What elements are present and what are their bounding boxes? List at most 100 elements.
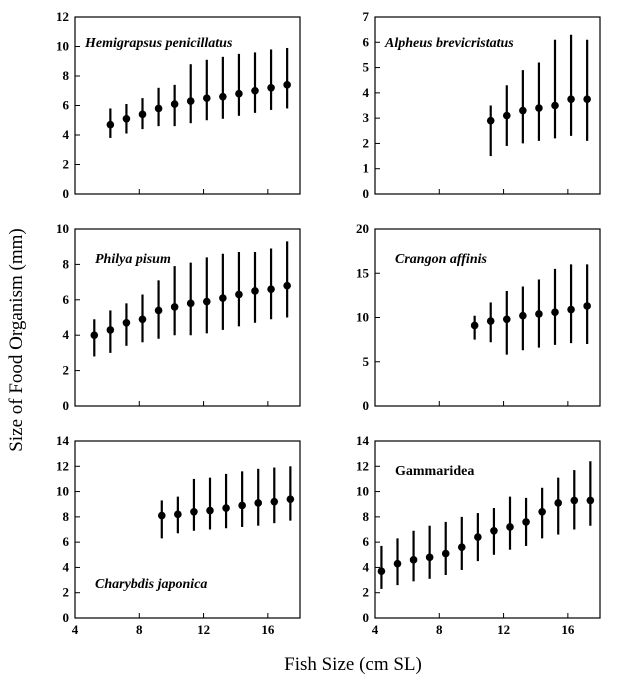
plot-frame (374, 440, 601, 619)
mean-point (106, 120, 115, 129)
mean-point (486, 116, 495, 125)
panel-5: 0 2 4 6 8 10 12 14 4 8 12 16 Charybdis japonica (56, 433, 301, 637)
x-tick-label: 16 (561, 622, 575, 637)
mean-point (206, 506, 214, 515)
y-tick-label: 0 (363, 186, 370, 201)
y-tick-label: 0 (363, 398, 370, 413)
y-tick-label: 8 (63, 68, 70, 83)
y-tick-label: 4 (63, 327, 70, 342)
panel-title: Alpheus brevicristatus (384, 36, 514, 51)
x-tick-label: 12 (497, 622, 510, 637)
mean-point (190, 508, 198, 516)
y-tick-label: 6 (63, 534, 70, 549)
y-tick-label: 5 (363, 60, 370, 75)
mean-point (502, 111, 511, 120)
mean-point (106, 326, 115, 334)
panel-3: 0 2 4 6 8 10 Philya pisum (56, 221, 301, 413)
y-tick-label: 2 (63, 157, 70, 172)
mean-point (409, 556, 418, 564)
mean-point (570, 496, 579, 505)
mean-point (283, 281, 291, 290)
mean-point (202, 94, 211, 102)
mean-point (457, 543, 466, 551)
mean-point (235, 89, 243, 98)
y-tick-label: 2 (63, 363, 70, 378)
mean-point (377, 567, 386, 576)
panel-title: Hemigrapsus penicillatus (84, 36, 233, 51)
y-tick-label: 4 (63, 559, 70, 574)
mean-point (583, 95, 591, 103)
y-tick-label: 6 (63, 292, 70, 307)
y-tick-label: 2 (363, 135, 370, 150)
mean-point (138, 110, 147, 119)
y-tick-label: 2 (63, 585, 70, 600)
mean-point (470, 321, 479, 330)
mean-point (174, 510, 182, 519)
mean-point (222, 504, 230, 512)
mean-point (519, 311, 527, 320)
y-tick-label: 0 (63, 186, 70, 201)
plot-frame (74, 440, 301, 619)
y-tick-label: 8 (63, 509, 70, 524)
mean-point (586, 496, 595, 505)
y-tick-label: 12 (356, 458, 369, 473)
y-tick-label: 6 (63, 98, 70, 113)
mean-point (202, 297, 211, 306)
panel-1: 0 2 4 6 8 10 12 Hemigrapsus penicillatus (56, 9, 301, 201)
x-tick-label: 4 (72, 622, 79, 637)
y-tick-label: 3 (363, 110, 370, 125)
panel-title: Gammaridea (395, 464, 474, 479)
y-tick-label: 5 (363, 354, 370, 369)
y-tick-label: 10 (56, 221, 69, 236)
mean-point (502, 315, 511, 324)
panel-title: Philya pisum (95, 252, 171, 267)
mean-point (286, 495, 295, 503)
mean-point (535, 310, 543, 318)
y-tick-label: 14 (356, 433, 370, 448)
mean-point (254, 499, 263, 507)
mean-point (157, 511, 166, 520)
mean-point (506, 523, 514, 531)
panel-4: 0 5 10 15 20 Crangon affinis (356, 221, 601, 413)
y-tick-label: 10 (56, 39, 69, 54)
mean-point (283, 81, 291, 89)
x-tick-label: 8 (136, 622, 143, 637)
y-tick-label: 12 (56, 9, 69, 24)
y-tick-label: 8 (63, 256, 70, 271)
mean-point (393, 559, 402, 568)
mean-point (567, 305, 575, 314)
mean-point (490, 526, 498, 535)
y-tick-label: 10 (356, 484, 369, 499)
y-tick-label: 6 (363, 34, 370, 49)
mean-point (425, 553, 434, 562)
mean-point (170, 100, 179, 108)
mean-point (267, 285, 275, 293)
y-tick-label: 0 (63, 610, 70, 625)
x-tick-label: 16 (261, 622, 275, 637)
mean-point (474, 533, 482, 541)
mean-point (238, 501, 246, 510)
mean-point (519, 106, 527, 115)
mean-point (583, 302, 591, 310)
mean-point (567, 95, 575, 103)
y-tick-label: 1 (363, 161, 370, 176)
mean-point (270, 497, 279, 506)
y-axis-title: Size of Food Organism (mm) (6, 228, 27, 451)
mean-point (551, 308, 559, 316)
mean-point (267, 84, 275, 92)
panel-title: Crangon affinis (395, 252, 487, 267)
panel-title: Charybdis japonica (95, 577, 207, 592)
x-tick-label: 4 (372, 622, 379, 637)
mean-point (219, 294, 227, 302)
plot-frame (74, 228, 301, 407)
y-tick-label: 2 (363, 585, 370, 600)
mean-point (535, 104, 543, 112)
y-tick-label: 10 (56, 484, 69, 499)
y-tick-label: 6 (363, 534, 370, 549)
y-tick-label: 7 (363, 9, 370, 24)
y-tick-label: 10 (356, 310, 369, 325)
plot-frame (374, 16, 601, 195)
mean-point (251, 287, 259, 295)
